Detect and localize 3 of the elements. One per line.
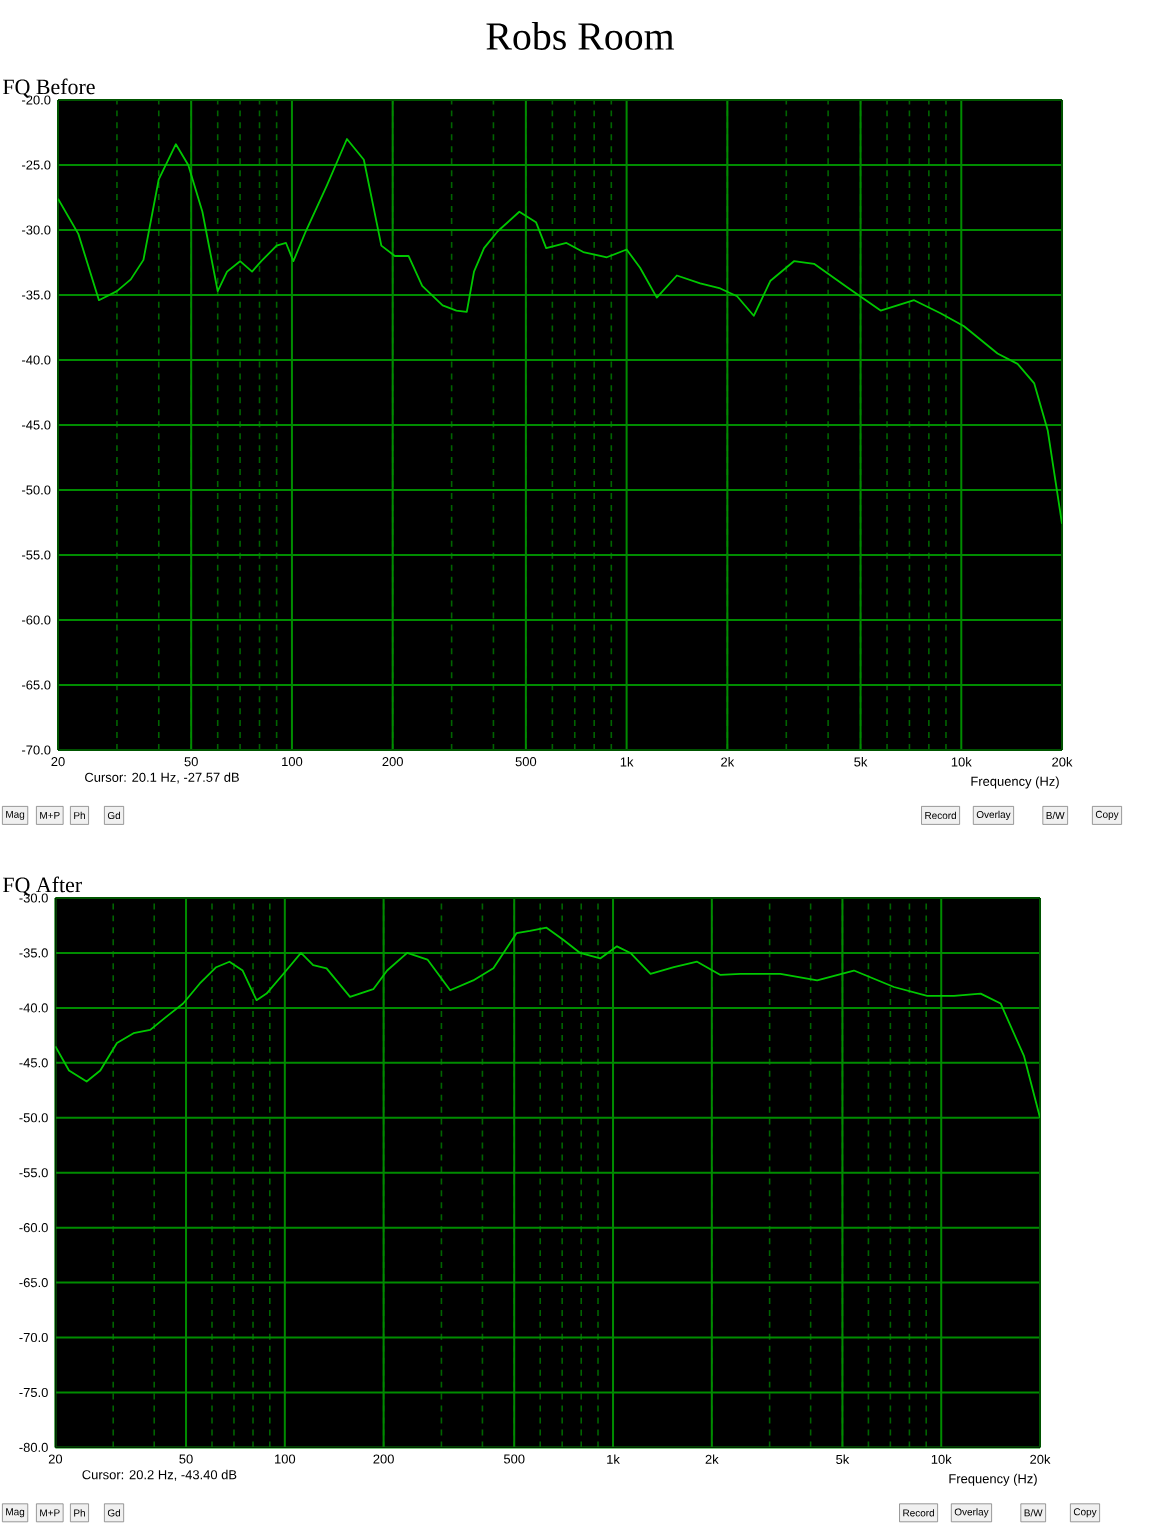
chart-title: FQ After <box>3 876 82 896</box>
chart-title: Robs Room <box>486 21 675 50</box>
chart-subtitle: FQ Before <box>3 78 95 98</box>
